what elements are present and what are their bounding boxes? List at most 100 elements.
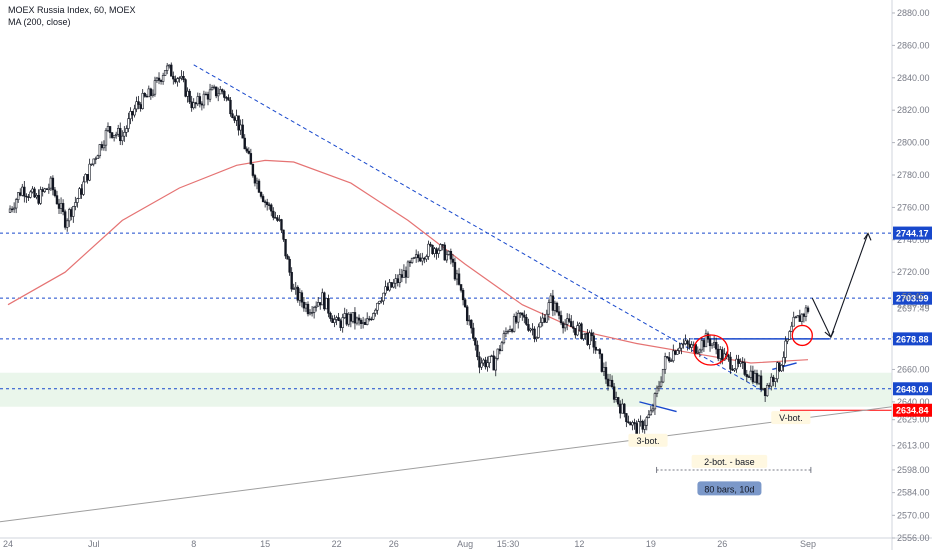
candle-body-102 <box>217 93 220 97</box>
candle-body-26 <box>61 203 65 212</box>
candle-body-245 <box>508 329 512 332</box>
candle-body-128 <box>270 204 273 212</box>
candle-body-96 <box>204 93 208 96</box>
candle-body-95 <box>202 93 206 106</box>
candle-body-313 <box>647 414 651 418</box>
candle-body-266 <box>551 295 555 311</box>
y-tick-label-17: 2860.00 <box>897 40 930 50</box>
candle-body-5 <box>19 192 22 196</box>
candle-body-21 <box>51 177 55 191</box>
candle-body-276 <box>572 326 575 329</box>
candle-body-126 <box>265 201 269 206</box>
candle-body-175 <box>365 318 369 325</box>
candle-body-341 <box>704 333 708 348</box>
candle-body-316 <box>653 393 657 410</box>
candle-body-327 <box>676 350 679 355</box>
price-badge-3: 2648.09 <box>896 384 929 394</box>
candle-body-267 <box>553 302 557 311</box>
candle-body-72 <box>155 77 159 81</box>
candle-body-157 <box>329 312 332 319</box>
candle-body-178 <box>372 313 375 320</box>
indicator-label: MA (200, close) <box>8 17 71 27</box>
y-tick-label-3: 2598.00 <box>897 465 930 475</box>
annotation-2-bot-base: 2-bot. - base <box>704 457 755 467</box>
candle-body-260 <box>539 322 542 328</box>
candle-body-34 <box>78 188 81 199</box>
candle-body-40 <box>90 163 93 166</box>
candle-body-100 <box>212 86 216 89</box>
candle-body-366 <box>755 373 759 384</box>
candle-body-124 <box>261 196 265 203</box>
candle-body-222 <box>461 289 465 301</box>
candle-body-362 <box>747 376 751 378</box>
arrowhead-up <box>863 232 872 241</box>
candles-layer <box>8 62 810 443</box>
candle-body-23 <box>55 195 59 205</box>
candle-body-68 <box>147 88 151 98</box>
candle-body-119 <box>251 163 255 176</box>
candle-body-164 <box>343 313 346 318</box>
candle-body-77 <box>165 65 169 71</box>
candle-body-7 <box>23 186 26 197</box>
candle-body-239 <box>496 348 499 359</box>
candle-body-64 <box>139 104 142 109</box>
candle-body-303 <box>627 421 630 424</box>
candle-body-288 <box>596 349 599 351</box>
candle-body-58 <box>127 118 130 129</box>
candle-body-219 <box>455 273 459 280</box>
candle-body-339 <box>700 340 704 351</box>
candle-body-76 <box>163 70 167 76</box>
candle-body-184 <box>384 286 387 294</box>
candle-body-278 <box>576 325 579 336</box>
candle-body-202 <box>421 257 424 262</box>
candle-body-10 <box>29 191 32 198</box>
candle-body-343 <box>708 338 712 347</box>
candle-body-365 <box>753 373 757 383</box>
price-badge-2: 2678.88 <box>896 334 929 344</box>
y-tick-label-7: 2660.00 <box>897 364 930 374</box>
candle-body-291 <box>602 367 606 372</box>
candle-body-233 <box>484 359 487 368</box>
candle-body-110 <box>233 117 236 121</box>
candle-body-177 <box>370 318 373 321</box>
candle-body-111 <box>235 115 238 121</box>
annotation-2-bot-base-bg <box>691 454 768 468</box>
x-tick-label-4: 22 <box>332 539 342 549</box>
candle-body-130 <box>274 217 277 219</box>
candle-body-328 <box>678 347 681 351</box>
candle-body-35 <box>80 188 83 195</box>
candle-body-112 <box>237 115 240 131</box>
y-tick-label-6: 2640.00 <box>897 397 930 407</box>
ma-200-line <box>7 159 809 364</box>
candle-body-218 <box>453 262 457 280</box>
y-tick-label-11: 2740.00 <box>897 235 930 245</box>
price-badge-bg-1 <box>893 291 932 305</box>
x-tick-label-9: 19 <box>646 539 656 549</box>
candle-body-284 <box>588 332 591 345</box>
candle-body-242 <box>502 333 506 344</box>
candle-body-225 <box>468 319 471 322</box>
red-ellipse-left <box>693 334 729 366</box>
candle-body-381 <box>786 339 789 342</box>
candle-body-357 <box>737 358 740 364</box>
candle-body-167 <box>349 313 353 322</box>
candle-body-293 <box>606 378 610 387</box>
candle-body-139 <box>292 288 295 290</box>
candle-body-290 <box>600 353 604 372</box>
candle-body-120 <box>253 175 257 184</box>
x-tick-label-2: 8 <box>191 539 196 549</box>
candle-body-88 <box>188 90 191 103</box>
candle-body-22 <box>53 189 57 196</box>
candle-body-375 <box>774 378 777 382</box>
candle-body-104 <box>221 89 224 92</box>
candle-body-94 <box>200 103 204 106</box>
candle-body-372 <box>768 385 771 387</box>
candle-body-369 <box>761 387 765 390</box>
candle-body-24 <box>57 203 61 209</box>
candle-body-15 <box>39 189 42 204</box>
chart-legend: MOEX Russia Index, 60, MOEX MA (200, clo… <box>8 4 136 28</box>
candle-body-51 <box>112 134 116 138</box>
candle-body-192 <box>400 274 404 278</box>
candle-body-75 <box>161 75 165 82</box>
